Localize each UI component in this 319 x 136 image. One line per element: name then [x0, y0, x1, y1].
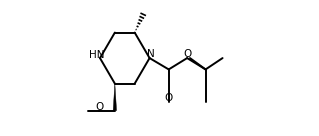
Text: HN: HN [89, 50, 104, 60]
Polygon shape [113, 84, 116, 111]
Text: O: O [96, 102, 104, 112]
Text: N: N [147, 49, 154, 59]
Text: O: O [183, 49, 191, 59]
Text: O: O [165, 93, 173, 103]
